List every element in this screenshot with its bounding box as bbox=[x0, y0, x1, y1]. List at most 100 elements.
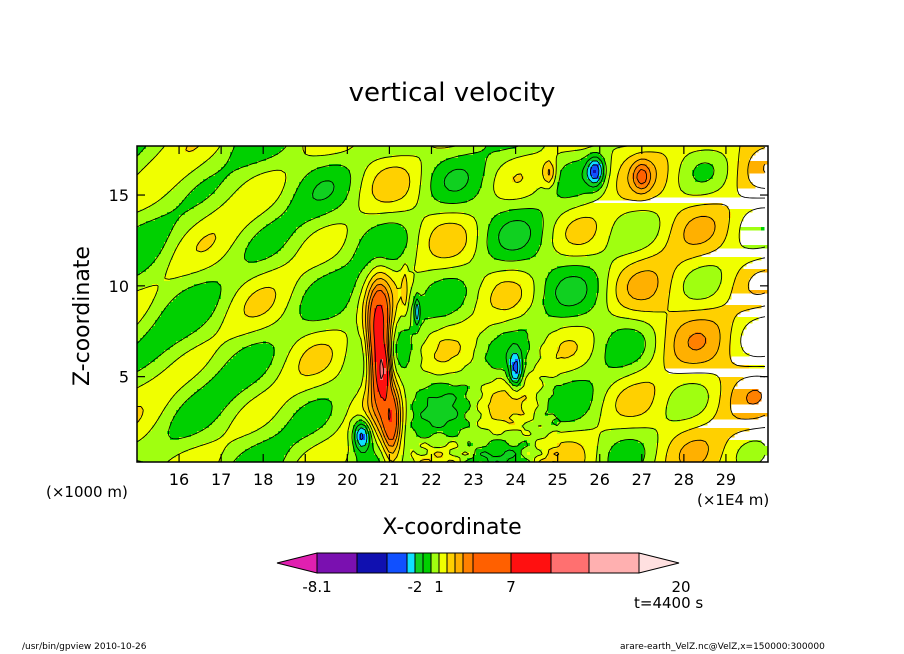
contour-cell bbox=[422, 320, 462, 324]
contour-cell bbox=[374, 314, 384, 318]
contour-cell bbox=[728, 440, 750, 444]
contour-cell bbox=[551, 170, 555, 174]
contour-cell bbox=[515, 455, 522, 459]
contour-cell bbox=[476, 422, 510, 426]
contour-cell bbox=[392, 389, 396, 393]
contour-cell bbox=[374, 377, 378, 381]
contour-cell bbox=[458, 353, 474, 357]
contour-cell bbox=[251, 344, 273, 348]
contour-cell bbox=[722, 272, 738, 276]
contour-cell bbox=[221, 257, 246, 261]
contour-cell bbox=[398, 449, 405, 453]
contour-cell bbox=[347, 407, 363, 411]
contour-cell bbox=[446, 314, 471, 318]
contour-cell bbox=[680, 185, 723, 189]
contour-cell bbox=[359, 332, 366, 336]
contour-cell bbox=[476, 338, 495, 342]
contour-cell bbox=[380, 431, 384, 435]
contour-cell bbox=[377, 365, 381, 369]
contour-cell bbox=[221, 182, 246, 186]
contour-cell bbox=[449, 449, 477, 453]
contour-cell bbox=[686, 224, 717, 228]
contour-cell bbox=[497, 335, 528, 339]
contour-cell bbox=[449, 359, 474, 363]
contour-cell bbox=[641, 158, 648, 162]
contour-cell bbox=[731, 329, 744, 333]
contour-cell bbox=[605, 158, 612, 162]
contour-cell bbox=[401, 401, 408, 405]
contour-cell bbox=[398, 455, 402, 459]
contour-cell bbox=[350, 428, 354, 432]
contour-cell bbox=[551, 395, 594, 399]
contour-cell bbox=[692, 257, 762, 261]
contour-cell bbox=[197, 431, 225, 435]
contour-cell bbox=[737, 161, 750, 165]
contour-cell bbox=[632, 251, 660, 255]
contour-cell bbox=[467, 182, 483, 186]
contour-cell bbox=[707, 443, 726, 447]
contour-cell bbox=[395, 314, 405, 318]
contour-cell bbox=[320, 227, 348, 231]
contour-cell bbox=[620, 440, 639, 444]
contour-cell bbox=[680, 170, 693, 174]
contour-cell bbox=[476, 347, 489, 351]
contour-cell bbox=[524, 176, 546, 180]
contour-cell bbox=[137, 314, 144, 318]
contour-cell bbox=[548, 407, 591, 411]
contour-cell bbox=[392, 368, 396, 372]
contour-cell bbox=[728, 164, 738, 168]
contour-cell bbox=[419, 197, 435, 201]
contour-cell bbox=[521, 401, 540, 405]
contour-cell bbox=[341, 329, 360, 333]
contour-cell bbox=[644, 335, 657, 339]
contour-cell bbox=[365, 170, 381, 174]
contour-line bbox=[365, 147, 766, 462]
contour-cell bbox=[395, 449, 399, 453]
contour-cell bbox=[401, 443, 405, 447]
contour-cell bbox=[215, 263, 285, 267]
contour-cell bbox=[545, 146, 591, 150]
contour-cell bbox=[590, 164, 594, 168]
contour-cell bbox=[170, 434, 192, 438]
contour-cell bbox=[650, 323, 666, 327]
contour-cell bbox=[395, 359, 399, 363]
x-tick-label: 20 bbox=[337, 470, 357, 489]
contour-cell bbox=[410, 407, 426, 411]
contour-cell bbox=[578, 314, 615, 318]
contour-cell bbox=[368, 410, 375, 414]
contour-cell bbox=[416, 434, 432, 438]
contour-cell bbox=[548, 452, 555, 456]
contour-cell bbox=[359, 389, 366, 393]
contour-cell bbox=[386, 395, 393, 399]
contour-cell bbox=[416, 431, 438, 435]
contour-cell bbox=[182, 290, 222, 294]
contour-cell bbox=[368, 449, 375, 453]
contour-cell bbox=[545, 290, 555, 294]
contour-cell bbox=[680, 452, 708, 456]
contour-cell bbox=[728, 173, 738, 177]
contour-cell bbox=[407, 242, 420, 246]
contour-cell bbox=[239, 350, 276, 354]
contour-cell bbox=[572, 380, 591, 384]
contour-cell bbox=[419, 194, 432, 198]
contour-cell bbox=[503, 281, 516, 285]
contour-cell bbox=[362, 308, 366, 312]
contour-cell bbox=[635, 329, 654, 333]
contour-cell bbox=[593, 332, 612, 336]
contour-cell bbox=[335, 185, 351, 189]
contour-cell bbox=[347, 410, 366, 414]
contour-cell bbox=[401, 398, 408, 402]
contour-cell bbox=[335, 269, 363, 273]
contour-cell bbox=[470, 176, 483, 180]
contour-cell bbox=[578, 347, 594, 351]
contour-cell bbox=[173, 257, 222, 261]
contour-cell bbox=[308, 287, 354, 291]
x-tick-label: 17 bbox=[211, 470, 231, 489]
contour-cell bbox=[320, 371, 342, 375]
contour-cell bbox=[290, 446, 312, 450]
contour-cell bbox=[461, 458, 468, 462]
contour-cell bbox=[680, 173, 693, 177]
contour-cell bbox=[656, 443, 672, 447]
contour-cell bbox=[503, 377, 510, 381]
contour-cell bbox=[374, 317, 384, 321]
